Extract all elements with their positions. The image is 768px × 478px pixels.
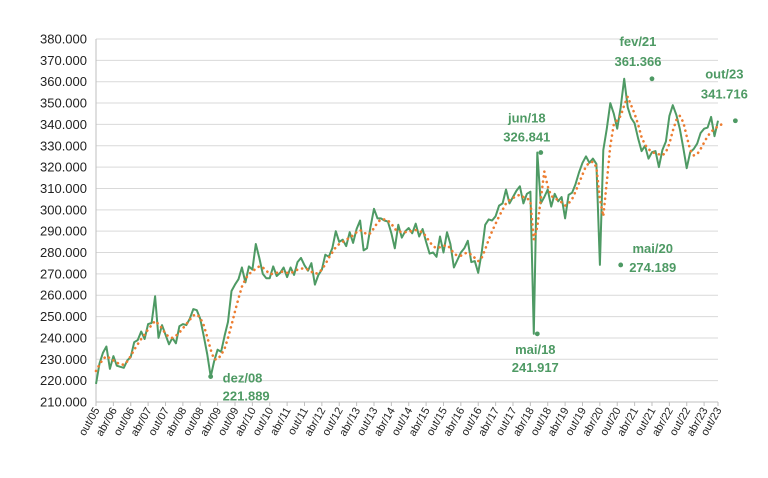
annotation-date: fev/21 (620, 34, 657, 49)
annotation-value: 221.889 (223, 389, 270, 404)
y-axis: 210.000 220.000 230.000 240.000 250.000 260.0… (40, 32, 97, 410)
y-tick-label: 290.000 (40, 224, 87, 239)
y-tick-label: 210.000 (40, 395, 87, 410)
annotation-value: 341.716 (701, 87, 748, 102)
annotation-marker (534, 331, 540, 337)
y-tick-label: 240.000 (40, 330, 87, 345)
y-tick-label: 310.000 (40, 181, 87, 196)
y-tick-label: 350.000 (40, 96, 87, 111)
y-tick-label: 220.000 (40, 373, 87, 388)
annotation-date: out/23 (705, 67, 743, 82)
trend-line (94, 95, 723, 373)
x-axis: out/05abr/06out/06abr/07out/07abr/08out/… (77, 401, 725, 439)
annotation-marker (732, 118, 738, 124)
annotation-date: mai/20 (632, 241, 672, 256)
annotation-value: 274.189 (629, 260, 676, 275)
y-tick-label: 250.000 (40, 309, 87, 324)
y-tick-label: 270.000 (40, 266, 87, 281)
y-tick-label: 370.000 (40, 53, 87, 68)
annotation-value: 326.841 (503, 130, 550, 145)
y-tick-label: 320.000 (40, 160, 87, 175)
annotation-marker (649, 76, 655, 82)
annotation-date: jun/18 (507, 111, 546, 126)
annotation-marker (208, 374, 214, 380)
annotation-date: dez/08 (223, 371, 263, 386)
gridlines (96, 38, 718, 403)
y-tick-label: 280.000 (40, 245, 87, 260)
y-tick-label: 330.000 (40, 138, 87, 153)
annotation-marker (618, 262, 624, 268)
annotations: dez/08 221.889 mai/18 241.917 jun/18 326.841 m… (208, 34, 748, 404)
y-tick-label: 380.000 (40, 32, 87, 47)
actual-line (95, 77, 719, 385)
y-tick-label: 360.000 (40, 74, 87, 89)
annotation-date: mai/18 (515, 342, 555, 357)
series-group (94, 77, 723, 385)
annotation-value: 361.366 (614, 54, 661, 69)
y-tick-label: 230.000 (40, 352, 87, 367)
annotation-marker (538, 150, 544, 155)
y-tick-label: 340.000 (40, 117, 87, 132)
y-tick-label: 260.000 (40, 288, 87, 303)
annotation-value: 241.917 (512, 360, 559, 375)
y-tick-label: 300.000 (40, 202, 87, 217)
